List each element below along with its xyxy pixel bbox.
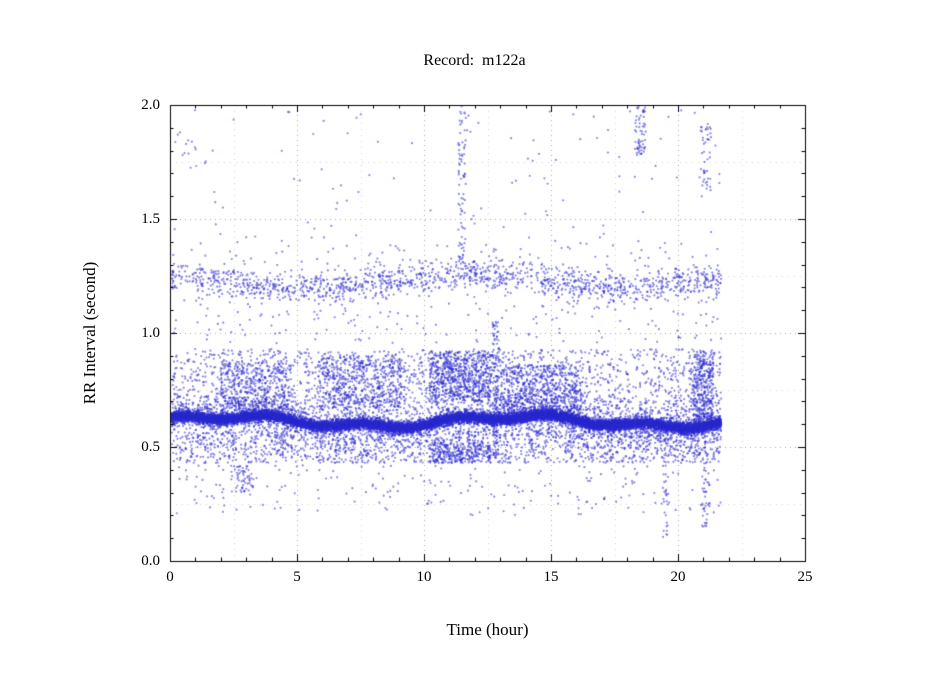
x-tick-label-20: 20	[670, 569, 686, 585]
x-tick-label-0: 0	[166, 569, 174, 585]
x-tick-label-5: 5	[293, 569, 301, 585]
x-tick-label-25: 25	[797, 569, 813, 585]
x-axis-label: Time (hour)	[446, 620, 529, 639]
y-tick-label-0.0: 0.0	[141, 553, 160, 569]
y-tick-label-2.0: 2.0	[141, 97, 160, 113]
y-tick-label-1.5: 1.5	[141, 211, 160, 227]
y-tick-label-1.0: 1.0	[141, 325, 160, 341]
x-tick-label-15: 15	[543, 569, 559, 585]
chart-title: Record: m122a	[423, 52, 526, 69]
y-axis-label: RR Interval (second)	[80, 261, 99, 405]
y-tick-label-0.5: 0.5	[141, 439, 160, 455]
x-tick-label-10: 10	[416, 569, 432, 585]
